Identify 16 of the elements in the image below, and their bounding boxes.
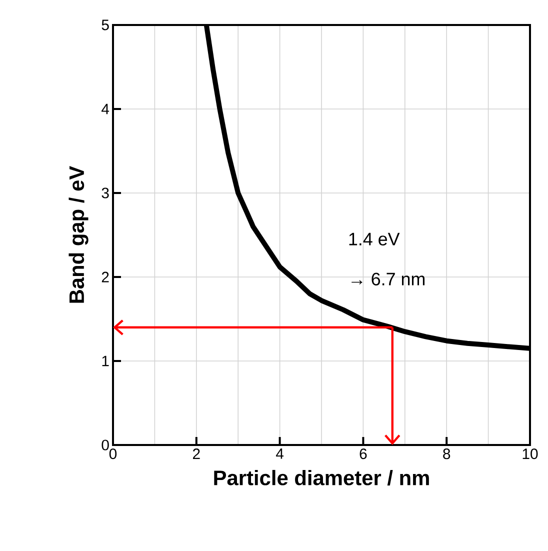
x-tick-label: 6 [360, 448, 367, 460]
annotation: 1.4 eV [349, 232, 400, 246]
y-tick-label: 2 [102, 272, 109, 282]
x-tick-label: 0 [109, 448, 117, 460]
annotation: → 6.7 nm [352, 272, 424, 286]
y-tick-label: 1 [102, 356, 109, 366]
x-tick-label: 4 [276, 448, 284, 459]
x-tick-label: 8 [443, 448, 450, 460]
y-tick-label: 4 [102, 104, 110, 114]
y-tick-label: 3 [102, 188, 109, 198]
x-tick-label: 10 [522, 448, 538, 460]
y-axis-title: Band gap / eV [68, 166, 88, 303]
y-tick-label: 0 [102, 440, 109, 450]
y-tick-label: 5 [102, 20, 109, 30]
x-tick-label: 2 [192, 448, 200, 459]
x-axis-title: Particle diameter / nm [214, 470, 429, 486]
